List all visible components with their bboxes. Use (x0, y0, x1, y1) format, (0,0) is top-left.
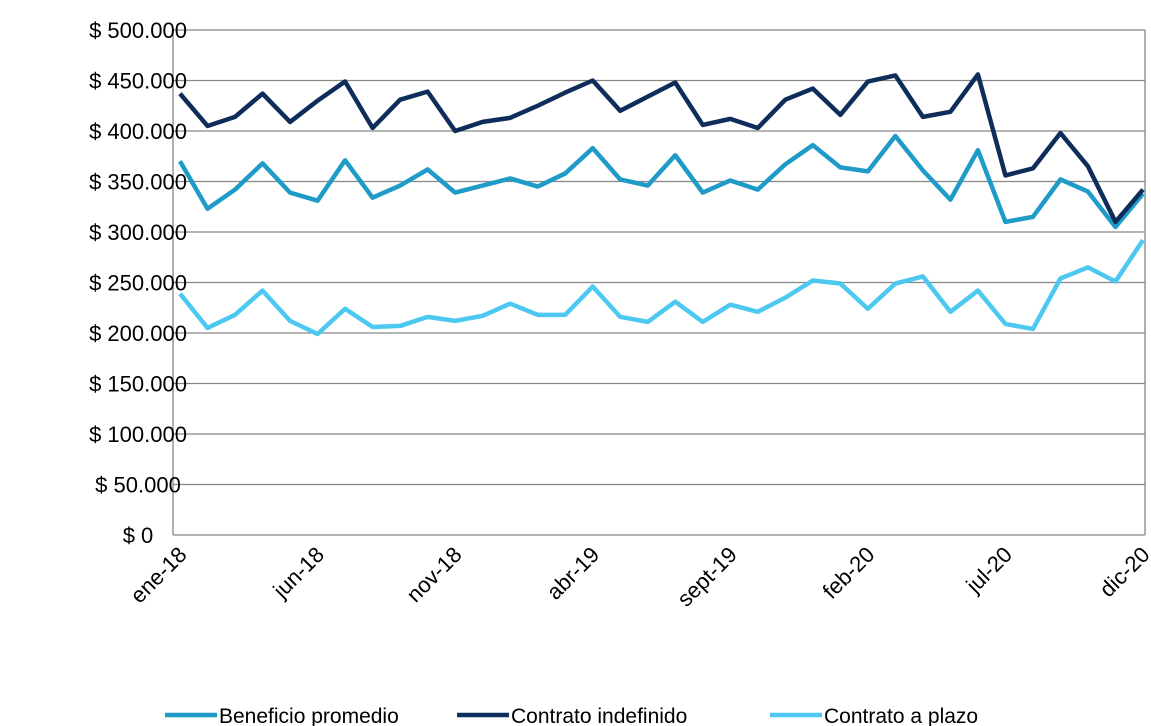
y-tick-label: $ 150.000 (89, 372, 187, 397)
y-tick-label: $ 200.000 (89, 321, 187, 346)
x-tick-label: ene-18 (125, 542, 191, 608)
x-tick-label: sept-19 (672, 542, 742, 612)
y-tick-label: $ 100.000 (89, 422, 187, 447)
x-tick-label: jun-18 (267, 542, 329, 604)
legend-label: Beneficio promedio (219, 705, 399, 726)
y-tick-label: $ 250.000 (89, 271, 187, 296)
legend-item: Contrato indefinido (457, 705, 687, 726)
y-tick-label: $ 400.000 (89, 119, 187, 144)
y-tick-label: $ 50.000 (95, 473, 181, 498)
legend-label: Contrato indefinido (511, 705, 687, 726)
x-tick-label: dic-20 (1094, 542, 1151, 602)
x-tick-label: nov-18 (401, 542, 466, 607)
y-tick-label: $ 500.000 (89, 18, 187, 43)
y-tick-label: $ 350.000 (89, 170, 187, 195)
series-line (178, 133, 1145, 230)
legend-item: Contrato a plazo (770, 705, 978, 726)
legend-item: Beneficio promedio (165, 705, 399, 726)
x-tick-label: jul-20 (961, 542, 1017, 598)
x-tick-label: abr-19 (542, 542, 605, 605)
series-line (178, 72, 1145, 225)
y-tick-label: $ 0 (123, 523, 154, 548)
y-tick-label: $ 300.000 (89, 220, 187, 245)
legend-label: Contrato a plazo (824, 705, 978, 726)
series-line (178, 238, 1145, 337)
x-tick-label: feb-20 (818, 542, 880, 604)
y-tick-label: $ 450.000 (89, 69, 187, 94)
